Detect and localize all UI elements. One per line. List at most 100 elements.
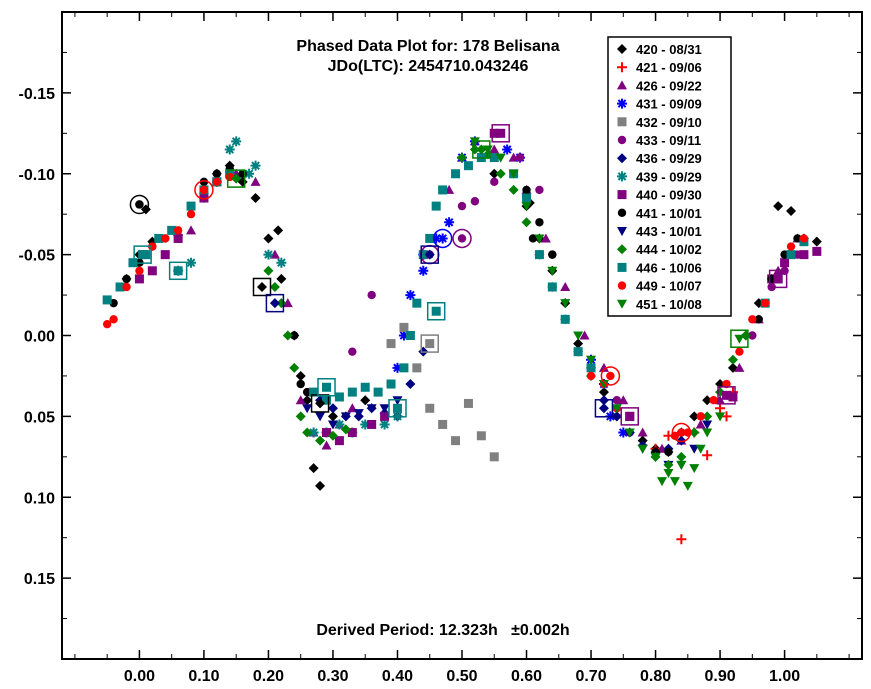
data-point xyxy=(399,363,409,373)
data-point xyxy=(657,477,667,487)
data-point xyxy=(709,396,718,405)
data-point xyxy=(353,409,364,419)
data-point xyxy=(689,444,700,454)
data-point xyxy=(315,412,326,422)
data-point xyxy=(535,218,544,227)
data-point xyxy=(470,197,480,206)
legend-marker xyxy=(617,62,627,73)
data-point xyxy=(528,234,538,243)
data-point xyxy=(495,168,506,179)
data-point xyxy=(521,202,532,212)
legend: 420 - 08/31 421 - 09/06 426 - 09/22 431 - 0… xyxy=(607,36,732,317)
highlighted-point xyxy=(594,399,614,418)
data-point xyxy=(490,177,499,187)
data-point xyxy=(748,315,757,324)
data-point xyxy=(534,250,544,260)
data-point xyxy=(102,319,112,329)
data-point xyxy=(224,144,235,155)
data-point xyxy=(321,440,332,450)
data-point xyxy=(347,387,357,397)
legend-label: 441 - 10/01 xyxy=(636,206,702,221)
data-point xyxy=(727,354,738,365)
data-point xyxy=(135,200,144,209)
legend-marker xyxy=(617,171,627,182)
data-point xyxy=(476,431,486,441)
y-tick-label: -0.05 xyxy=(19,248,56,265)
data-point xyxy=(115,282,125,292)
data-point xyxy=(392,396,403,406)
highlighted-point xyxy=(226,169,246,188)
data-point xyxy=(522,193,532,203)
y-tick-label: 0.15 xyxy=(24,571,55,588)
data-point xyxy=(734,334,745,344)
data-point xyxy=(122,282,131,292)
data-point xyxy=(154,233,164,243)
data-point xyxy=(598,380,609,390)
highlighted-point xyxy=(317,378,336,397)
data-point xyxy=(425,233,435,243)
legend-item: 443 - 10/01 xyxy=(617,224,702,239)
highlighted-point xyxy=(472,140,491,159)
data-point xyxy=(702,411,713,422)
data-point xyxy=(405,379,416,390)
data-point xyxy=(754,315,763,324)
data-point xyxy=(250,193,261,204)
data-point xyxy=(302,404,313,414)
legend-marker xyxy=(617,299,627,309)
data-point xyxy=(786,205,797,216)
data-point xyxy=(138,250,148,260)
y-tick-label: -0.10 xyxy=(19,167,56,184)
legend-label: 433 - 09/11 xyxy=(636,133,701,148)
highlighted-point xyxy=(491,124,510,143)
data-point xyxy=(431,201,441,211)
chart-title-line-1: Phased Data Plot for: 178 Belisana xyxy=(296,38,559,55)
data-point xyxy=(438,419,448,429)
data-point xyxy=(327,411,338,422)
legend-marker xyxy=(617,208,627,217)
highlighted-point xyxy=(168,261,188,281)
data-point xyxy=(695,419,706,429)
data-point xyxy=(598,403,609,414)
highlighted-point xyxy=(388,399,407,418)
data-point xyxy=(489,452,499,462)
legend-marker xyxy=(617,190,627,200)
data-point xyxy=(547,282,557,292)
data-point xyxy=(489,153,499,163)
data-point xyxy=(721,411,732,422)
legend-label: 426 - 09/22 xyxy=(636,78,702,93)
chart-title: Phased Data Plot for: 178 Belisana JDo(L… xyxy=(296,38,559,75)
data-point xyxy=(457,152,467,163)
data-point xyxy=(269,281,280,292)
data-point xyxy=(386,379,396,389)
data-point xyxy=(290,331,299,340)
data-point xyxy=(322,395,332,405)
legend-label: 449 - 10/07 xyxy=(636,279,702,294)
data-point xyxy=(508,184,519,195)
data-point xyxy=(122,274,131,284)
data-point xyxy=(786,242,796,251)
x-tick-label: 0.80 xyxy=(640,668,671,685)
data-point xyxy=(811,236,822,247)
highlighted-point xyxy=(252,277,272,297)
highlighted-point xyxy=(420,334,439,353)
data-point xyxy=(663,468,674,478)
x-tick-label: 1.00 xyxy=(769,668,800,685)
data-point xyxy=(702,428,713,438)
data-point xyxy=(334,419,345,430)
data-point xyxy=(418,250,428,260)
derived-period-label: Derived Period: 12.323h ±0.002h xyxy=(316,622,569,639)
data-point xyxy=(457,201,467,211)
legend-item: 441 - 10/01 xyxy=(617,206,702,221)
data-point xyxy=(186,257,197,268)
data-point xyxy=(682,481,693,491)
data-point xyxy=(663,459,674,470)
data-point xyxy=(348,347,357,356)
data-point xyxy=(476,144,487,155)
data-point xyxy=(147,266,157,276)
data-point xyxy=(676,435,687,446)
data-point xyxy=(612,396,622,405)
data-point xyxy=(373,387,383,397)
data-point xyxy=(573,338,584,349)
legend-item: 433 - 09/11 xyxy=(617,133,701,148)
